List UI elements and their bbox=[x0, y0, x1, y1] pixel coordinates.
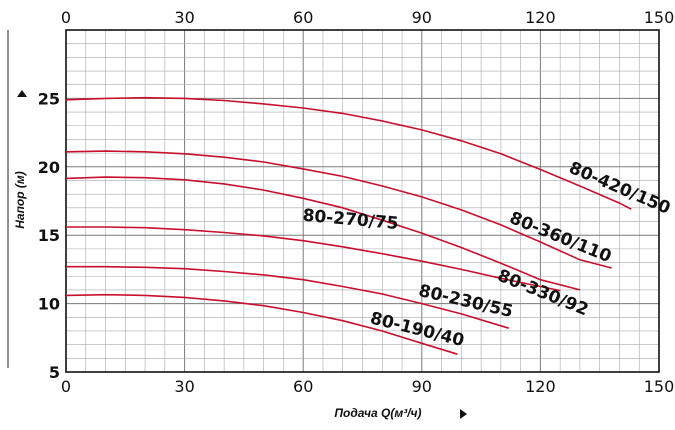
x-tick-label-bottom: 90 bbox=[412, 377, 432, 396]
x-tick-label-bottom: 120 bbox=[525, 377, 556, 396]
y-axis-title: Напор (м) bbox=[13, 171, 27, 229]
y-tick-label: 15 bbox=[38, 226, 60, 245]
curve-label: 80-270/75 bbox=[302, 206, 399, 234]
plot-frame bbox=[65, 29, 660, 373]
y-tick-labels: 5 10 15 20 25 bbox=[38, 89, 60, 382]
x-tick-label-top: 150 bbox=[644, 8, 675, 27]
curve-80-420-150 bbox=[65, 96, 632, 210]
x-axis-title: Подача Q(м³/ч) bbox=[334, 406, 421, 420]
x-tick-label-bottom: 150 bbox=[644, 377, 675, 396]
x-tick-label-top: 120 bbox=[525, 8, 556, 27]
y-axis-arrow-icon bbox=[17, 90, 27, 97]
x-axis-arrow-icon bbox=[460, 409, 467, 419]
x-tick-label-top: 0 bbox=[61, 8, 71, 27]
curve-80-270-75 bbox=[66, 226, 561, 292]
curve-80-230-55 bbox=[66, 265, 510, 329]
x-tick-labels-top: 0 30 60 90 120 150 bbox=[61, 8, 674, 27]
x-tick-label-bottom: 30 bbox=[174, 377, 194, 396]
grid bbox=[65, 29, 660, 373]
x-tick-label-bottom: 60 bbox=[293, 377, 313, 396]
y-tick-label: 20 bbox=[38, 158, 60, 177]
y-tick-label: 10 bbox=[38, 295, 60, 314]
curve-80-360-110 bbox=[65, 150, 612, 269]
y-tick-label: 5 bbox=[49, 363, 60, 382]
x-tick-labels-bottom: 0 30 60 90 120 150 bbox=[61, 377, 674, 396]
x-tick-label-top: 90 bbox=[412, 8, 432, 27]
x-tick-label-top: 60 bbox=[293, 8, 313, 27]
x-tick-label-bottom: 0 bbox=[61, 377, 71, 396]
curve-80-190-40 bbox=[65, 293, 458, 355]
curve-80-330-92 bbox=[65, 176, 581, 291]
x-tick-label-top: 30 bbox=[174, 8, 194, 27]
curves bbox=[65, 96, 632, 355]
y-tick-label: 25 bbox=[38, 89, 60, 108]
